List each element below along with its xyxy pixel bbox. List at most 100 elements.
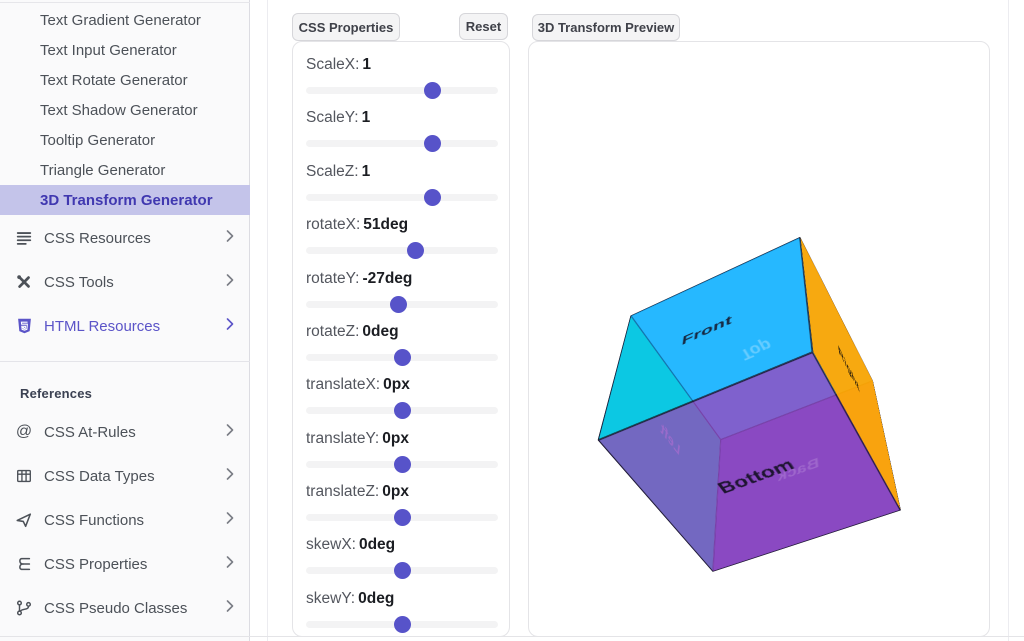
- sidebar-item-css-pseudo-classes[interactable]: CSS Pseudo Classes: [0, 586, 250, 630]
- rotatey-slider[interactable]: [306, 296, 498, 313]
- slider-thumb[interactable]: [424, 82, 442, 99]
- preview-cube: Front Back Left Right Top Bottom: [597, 236, 901, 572]
- slider-label: translateX: 0px: [306, 376, 410, 393]
- functions-icon: [14, 510, 34, 530]
- reset-button[interactable]: Reset: [459, 13, 508, 40]
- scalex-slider[interactable]: [306, 82, 498, 99]
- translatex-slider[interactable]: [306, 402, 498, 419]
- sidebar-item-text-shadow-generator[interactable]: Text Shadow Generator: [40, 101, 198, 119]
- sidebar-item-triangle-generator[interactable]: Triangle Generator: [40, 161, 166, 179]
- scaley-slider[interactable]: [306, 135, 498, 152]
- slider-row-scalex: ScaleX: 1: [306, 56, 498, 108]
- sidebar-item-css-resources[interactable]: CSS Resources: [0, 216, 250, 260]
- sidebar-item-label: CSS Resources: [44, 229, 151, 247]
- slider-thumb[interactable]: [393, 456, 411, 473]
- slider-label: translateY: 0px: [306, 430, 409, 447]
- sidebar-item-css-at-rules[interactable]: @ CSS At-Rules: [0, 410, 250, 454]
- sidebar-item-label: CSS Functions: [44, 511, 145, 529]
- branch-icon: [14, 598, 34, 618]
- sidebar-item-label: HTML Resources: [44, 317, 161, 335]
- slider-label: rotateY: -27deg: [306, 270, 413, 287]
- sidebar-item-text-input-generator[interactable]: Text Input Generator: [40, 41, 177, 59]
- slider-label: skewX: 0deg: [306, 536, 396, 553]
- chevron-right-icon: [226, 423, 234, 441]
- sidebar-item-label: CSS Pseudo Classes: [44, 599, 188, 617]
- rotatex-slider[interactable]: [306, 242, 498, 259]
- sidebar-item-3d-transform-generator[interactable]: 3D Transform Generator: [0, 185, 250, 215]
- content-left-rule: [267, 0, 268, 641]
- chevron-right-icon: [226, 273, 234, 291]
- lines-icon: [14, 228, 34, 248]
- slider-thumb[interactable]: [424, 135, 442, 152]
- css-properties-panel-title: CSS Properties: [292, 13, 400, 41]
- sidebar-item-css-tools[interactable]: CSS Tools: [0, 260, 250, 304]
- slider-row-translatez: translateZ: 0px: [306, 483, 498, 535]
- tools-icon: [14, 272, 34, 292]
- sidebar-item-label: CSS At-Rules: [44, 423, 136, 441]
- at-icon: @: [15, 423, 33, 440]
- slider-thumb[interactable]: [393, 562, 411, 579]
- chevron-right-icon: [226, 317, 234, 335]
- sidebar-item-css-data-types[interactable]: CSS Data Types: [0, 454, 250, 498]
- slider-label: skewY: 0deg: [306, 590, 395, 607]
- sidebar-item-text-rotate-generator[interactable]: Text Rotate Generator: [40, 71, 188, 89]
- slider-thumb[interactable]: [393, 349, 411, 366]
- html5-icon: [14, 316, 34, 336]
- preview-panel: Front Back Left Right Top Bottom: [528, 41, 990, 637]
- slider-label: ScaleY: 1: [306, 109, 371, 126]
- skewx-slider[interactable]: [306, 562, 498, 579]
- sidebar-divider: [0, 361, 250, 362]
- slider-thumb[interactable]: [406, 242, 424, 259]
- css3-icon: [14, 554, 34, 574]
- slider-label: rotateX: 51deg: [306, 216, 409, 233]
- slider-label: ScaleX: 1: [306, 56, 372, 73]
- cube-scene: Front Back Left Right Top Bottom: [597, 236, 901, 572]
- slider-thumb[interactable]: [393, 402, 411, 419]
- chevron-right-icon: [226, 599, 234, 617]
- sidebar: Text Gradient Generator Text Input Gener…: [0, 0, 250, 641]
- generator-list: Text Gradient Generator Text Input Gener…: [0, 5, 250, 215]
- sidebar-sections: CSS Resources CSS Tools: [0, 216, 250, 348]
- sidebar-item-label: CSS Properties: [44, 555, 148, 573]
- translatey-slider[interactable]: [306, 456, 498, 473]
- sidebar-item-tooltip-generator[interactable]: Tooltip Generator: [40, 131, 156, 149]
- chevron-right-icon: [226, 467, 234, 485]
- slider-thumb[interactable]: [393, 616, 411, 633]
- rotatez-slider[interactable]: [306, 349, 498, 366]
- slider-label: ScaleZ: 1: [306, 163, 371, 180]
- sidebar-item-label: CSS Tools: [44, 273, 114, 291]
- slider-row-translatex: translateX: 0px: [306, 376, 498, 428]
- sidebar-item-css-properties[interactable]: CSS Properties: [0, 542, 250, 586]
- sidebar-item-html-resources[interactable]: HTML Resources: [0, 304, 250, 348]
- slider-row-scalez: ScaleZ: 1: [306, 163, 498, 215]
- preview-panel-title: 3D Transform Preview: [532, 14, 680, 41]
- references-heading: References: [20, 386, 93, 401]
- scalez-slider[interactable]: [306, 189, 498, 206]
- slider-row-rotatey: rotateY: -27deg: [306, 270, 498, 322]
- sidebar-top-rule: [0, 2, 250, 3]
- table-icon: [14, 466, 34, 486]
- slider-row-rotatex: rotateX: 51deg: [306, 216, 498, 268]
- slider-row-rotatez: rotateZ: 0deg: [306, 323, 498, 375]
- slider-thumb[interactable]: [424, 189, 442, 206]
- sidebar-item-text-gradient-generator[interactable]: Text Gradient Generator: [40, 11, 201, 29]
- slider-row-scaley: ScaleY: 1: [306, 109, 498, 161]
- translatez-slider[interactable]: [306, 509, 498, 526]
- skewy-slider[interactable]: [306, 616, 498, 633]
- page-bottom-rule: [0, 636, 1024, 637]
- slider-row-translatey: translateY: 0px: [306, 430, 498, 482]
- slider-label: rotateZ: 0deg: [306, 323, 399, 340]
- chevron-right-icon: [226, 229, 234, 247]
- slider-row-skewy: skewY: 0deg: [306, 590, 498, 641]
- content-right-rule: [1008, 0, 1009, 641]
- slider-label: translateZ: 0px: [306, 483, 409, 500]
- slider-row-skewx: skewX: 0deg: [306, 536, 498, 588]
- chevron-right-icon: [226, 555, 234, 573]
- sidebar-item-label: CSS Data Types: [44, 467, 155, 485]
- slider-thumb[interactable]: [389, 296, 407, 313]
- chevron-right-icon: [226, 511, 234, 529]
- css-properties-panel: ScaleX: 1 ScaleY: 1 ScaleZ: 1 rotateX: 51deg…: [292, 41, 510, 637]
- slider-thumb[interactable]: [393, 509, 411, 526]
- sidebar-item-css-functions[interactable]: CSS Functions: [0, 498, 250, 542]
